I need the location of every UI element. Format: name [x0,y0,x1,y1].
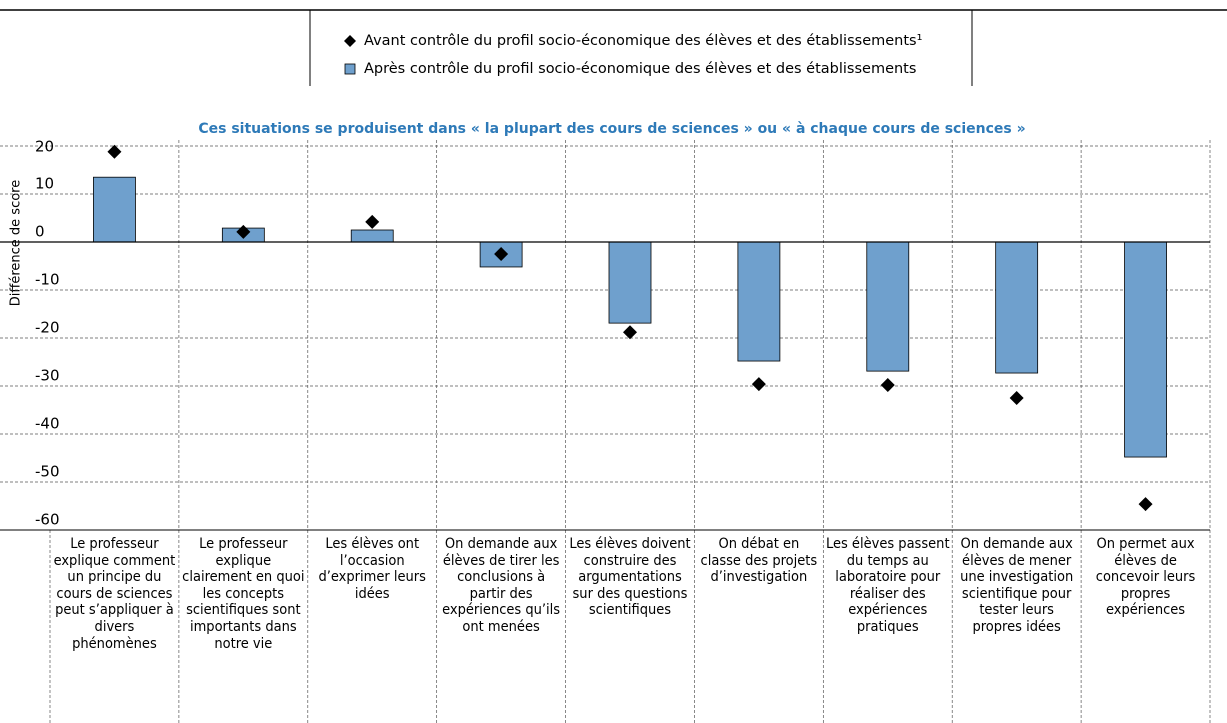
y-tick-label: 0 [35,223,45,241]
diamond-marker [236,224,251,239]
diamond-marker [1138,497,1153,512]
x-tick-label: Le professeur explique clairement en quo… [182,536,305,652]
bar [1124,241,1167,458]
y-tick-label: 10 [35,175,54,193]
legend-marker [344,35,356,47]
legend-label: Avant contrôle du profil socio-économiqu… [364,33,923,49]
diamond-marker [880,378,895,393]
y-tick-label: -30 [35,367,60,385]
bar [737,241,781,362]
x-tick-label: On permet aux élèves de concevoir leurs … [1095,536,1196,619]
bar [350,229,394,243]
y-tick-label: -10 [35,271,60,289]
diamond-marker [365,214,380,229]
x-tick-label: On demande aux élèves de mener une inves… [960,536,1074,635]
diamond-marker [623,325,637,340]
x-tick-label: Les élèves passent du temps au laboratoi… [825,536,950,635]
diamond-marker [1009,391,1024,405]
bar [608,241,652,324]
chart-subtitle: Ces situations se produisent dans « la p… [198,121,1025,137]
x-tick-label: Les élèves doivent construire des argume… [569,536,691,619]
x-tick-label: Le professeur explique comment un princi… [53,536,176,652]
legend-label: Après contrôle du profil socio-économiqu… [364,61,916,77]
y-tick-label: -40 [35,415,60,433]
diamond-marker [751,377,766,392]
legend-marker [344,63,356,75]
x-tick-label: On demande aux élèves de tirer les concl… [442,536,561,635]
y-tick-label: 20 [35,138,54,156]
bar [866,241,910,372]
bar [93,176,136,243]
diamond-marker [494,247,509,261]
diamond-marker [107,144,122,159]
y-tick-label: -60 [35,511,60,529]
x-tick-label: On débat en classe des projets d’investi… [700,536,818,586]
x-tick-label: Les élèves ont l’occasion d’exprimer leu… [318,536,426,602]
bar [995,241,1039,374]
y-axis-label: Différence de score [9,180,24,306]
y-tick-label: -20 [35,319,60,337]
y-tick-label: -50 [35,463,60,481]
